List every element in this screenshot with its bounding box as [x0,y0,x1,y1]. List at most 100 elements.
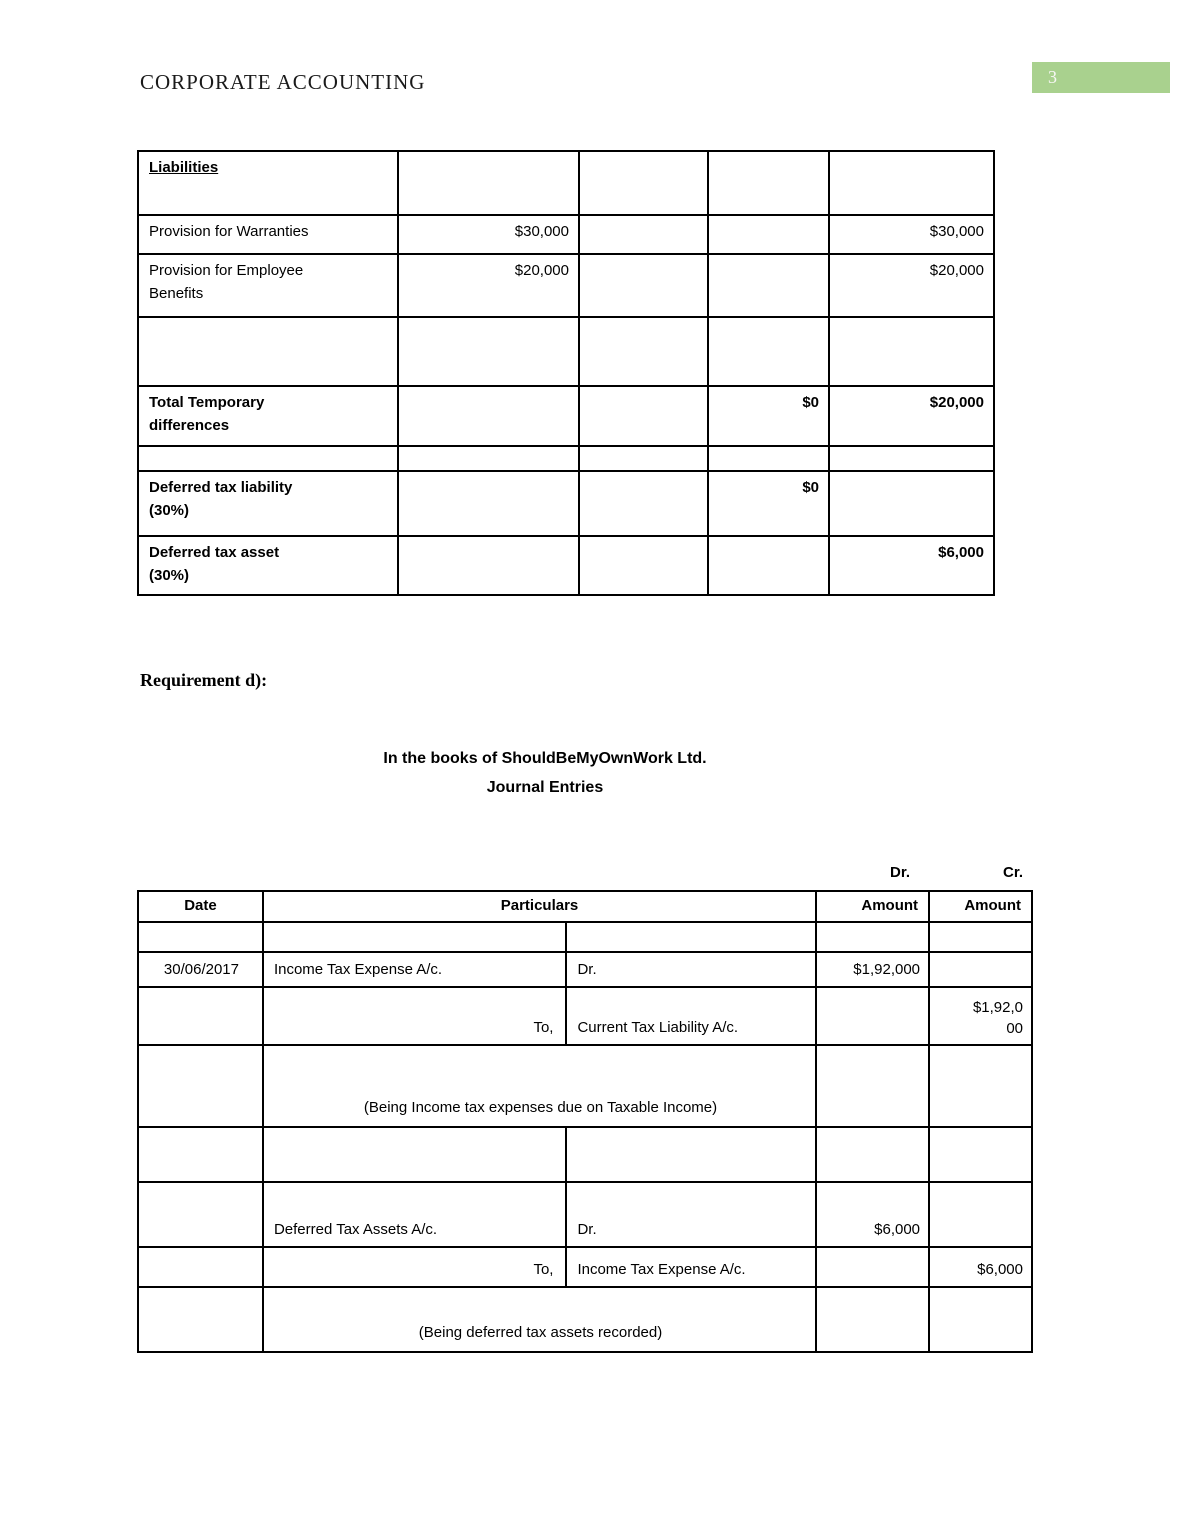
cr-label: Cr. [1002,864,1023,881]
dr-label: Dr. [889,864,910,881]
empty-cell [815,1126,931,1183]
empty-cell [828,445,995,472]
empty-cell [397,150,580,216]
table-row [137,316,995,387]
empty-cell [928,1126,1033,1183]
empty-cell [578,535,709,596]
table-row [137,921,1033,953]
empty-cell [928,921,1033,953]
page-number: 3 [1048,67,1057,87]
cr-amount-cell: $6,000 [928,1246,1033,1288]
empty-cell [707,150,830,216]
journal-entry-row: Deferred Tax Assets A/c. Dr. $6,000 [137,1181,1033,1248]
journal-entry-row: To, Income Tax Expense A/c. $6,000 [137,1246,1033,1288]
particulars-cell: Current Tax Liability A/c. [565,986,818,1046]
amount-cell: $30,000 [828,214,995,255]
journal-header-row: Date Particulars Amount Amount [137,890,1033,923]
empty-cell [397,445,580,472]
row-label-cell: Deferred tax asset (30%) [137,535,399,596]
journal-narration-row: (Being deferred tax assets recorded) [137,1286,1033,1353]
empty-cell [397,385,580,447]
entry-date-cell [137,1286,264,1353]
cr-amount-cell [928,951,1033,988]
entry-date-cell [137,1181,264,1248]
journal-entry-row: To, Current Tax Liability A/c. $1,92,000 [137,986,1033,1046]
empty-cell [397,316,580,387]
dr-amount-cell [815,986,931,1046]
empty-cell [137,921,264,953]
requirement-heading: Requirement d): [140,670,268,690]
journal-title-block: In the books of ShouldBeMyOwnWork Ltd. J… [140,744,950,802]
empty-cell [928,1286,1033,1353]
particulars-cell: Dr. [565,951,818,988]
table-row: Provision for Warranties $30,000 $30,000 [137,214,995,255]
empty-cell [828,316,995,387]
empty-cell [707,214,830,255]
dr-amount-cell: $1,92,000 [815,951,931,988]
empty-cell [815,1044,931,1128]
empty-cell [578,214,709,255]
empty-cell [828,150,995,216]
dr-amount-cell: $6,000 [815,1181,931,1248]
narration-cell: (Being deferred tax assets recorded) [261,1286,818,1353]
empty-cell [707,535,830,596]
entry-date-cell: 30/06/2017 [137,951,264,988]
row-label-cell: Deferred tax liability (30%) [137,470,399,537]
empty-cell [578,445,709,472]
journal-section: Dr. Cr. Date Particulars Amount Amount [137,864,1033,1353]
cr-amount-cell: $1,92,000 [928,986,1033,1046]
empty-cell [578,150,709,216]
empty-cell [261,921,568,953]
date-column-header: Date [137,890,264,923]
empty-cell [828,470,995,537]
liabilities-heading-cell: Liabilities [137,150,399,216]
empty-cell [707,316,830,387]
empty-cell [928,1044,1033,1128]
amount-cell: $30,000 [397,214,580,255]
empty-cell [565,921,818,953]
cr-amount-cell [928,1181,1033,1248]
particulars-column-header: Particulars [261,890,818,923]
particulars-cell: Deferred Tax Assets A/c. [261,1181,568,1248]
table-row: Liabilities [137,150,995,216]
table-row: Provision for Employee Benefits $20,000 … [137,253,995,318]
empty-cell [815,921,931,953]
empty-cell [707,445,830,472]
page-number-tab: 3 [1032,62,1170,93]
empty-cell [815,1286,931,1353]
entry-date-cell [137,1044,264,1128]
cr-amount-column-header: Amount [928,890,1033,923]
temporary-differences-table: Liabilities Provision for Warranties $30… [137,150,995,596]
table-row-total: Total Temporary differences $0 $20,000 [137,385,995,447]
journal-entries-table: Date Particulars Amount Amount 30/06/201… [137,890,1033,1353]
amount-cell: $20,000 [828,385,995,447]
amount-cell: $20,000 [397,253,580,318]
dr-amount-cell [815,1246,931,1288]
particulars-cell: To, [261,986,568,1046]
drcr-label-row: Dr. Cr. [137,864,1033,890]
empty-cell [397,535,580,596]
particulars-cell: To, [261,1246,568,1288]
empty-cell [707,253,830,318]
table-row [137,445,995,472]
dr-amount-column-header: Amount [815,890,931,923]
narration-cell: (Being Income tax expenses due on Taxabl… [261,1044,818,1128]
table-row: Deferred tax liability (30%) $0 [137,470,995,537]
row-label-cell: Provision for Employee Benefits [137,253,399,318]
empty-cell [397,470,580,537]
empty-cell [137,445,399,472]
empty-cell [261,1126,568,1183]
empty-cell [578,316,709,387]
row-label-cell: Total Temporary differences [137,385,399,447]
empty-cell [137,1126,264,1183]
amount-cell: $0 [707,385,830,447]
row-label-cell: Provision for Warranties [137,214,399,255]
amount-cell: $0 [707,470,830,537]
journal-entry-row: 30/06/2017 Income Tax Expense A/c. Dr. $… [137,951,1033,988]
entry-date-cell [137,986,264,1046]
journal-narration-row: (Being Income tax expenses due on Taxabl… [137,1044,1033,1128]
empty-cell [578,385,709,447]
document-header-title: CORPORATE ACCOUNTING [140,70,426,94]
empty-cell [578,253,709,318]
